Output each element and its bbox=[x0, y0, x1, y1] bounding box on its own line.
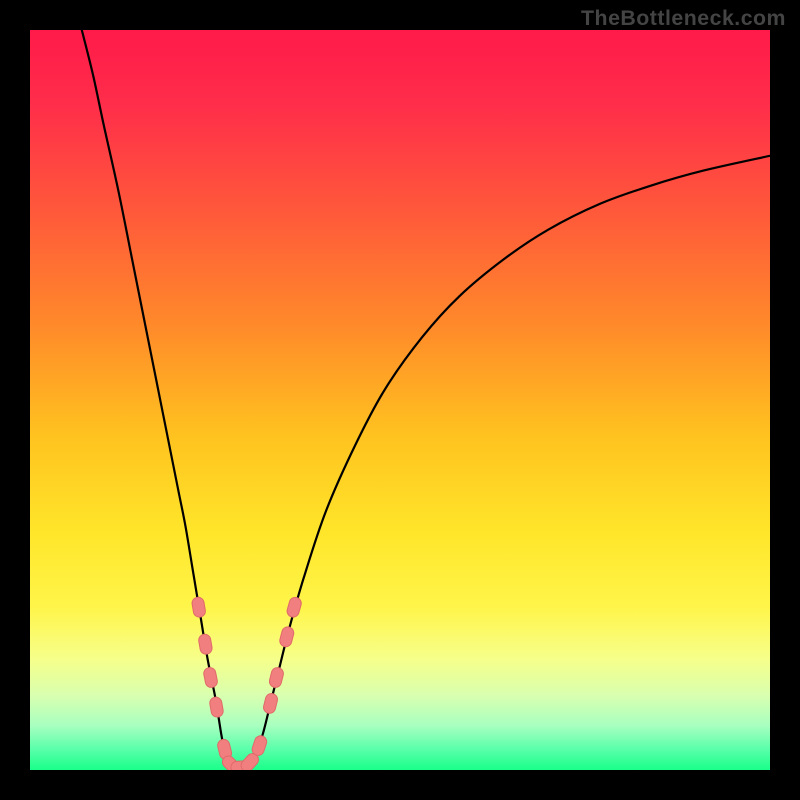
bottleneck-chart bbox=[0, 0, 800, 800]
chart-gradient-background bbox=[30, 30, 770, 770]
watermark-label: TheBottleneck.com bbox=[581, 6, 786, 31]
